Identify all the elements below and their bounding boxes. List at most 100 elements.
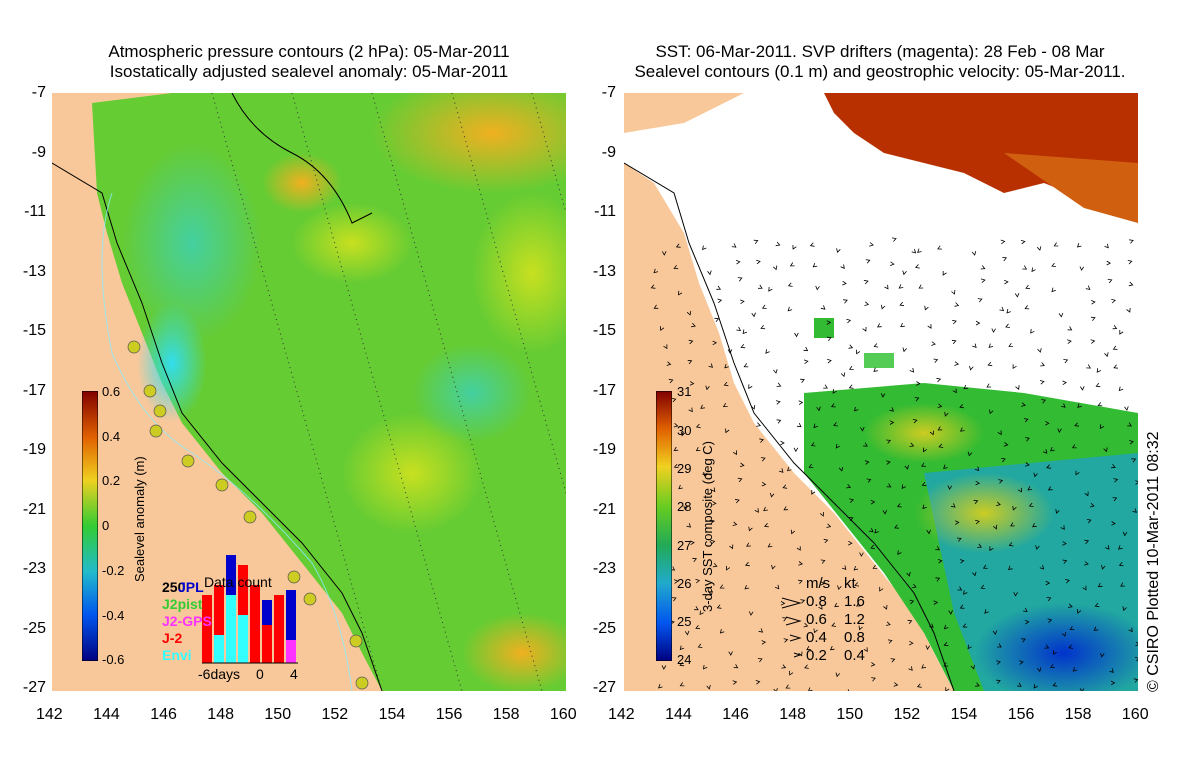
velocity-arrow bbox=[792, 244, 797, 250]
velocity-arrow bbox=[815, 285, 820, 291]
velocity-arrow bbox=[776, 419, 782, 424]
sst-tick-30: 30 bbox=[677, 423, 692, 438]
lon-tick-144: 144 bbox=[665, 706, 692, 723]
velocity-arrow bbox=[773, 688, 778, 691]
velocity-arrow bbox=[975, 519, 980, 525]
velocity-arrow bbox=[772, 265, 778, 271]
velocity-arrow bbox=[996, 660, 1001, 665]
velocity-arrow bbox=[959, 559, 965, 564]
velocity-arrow bbox=[1025, 284, 1031, 289]
lat-tick--9: -9 bbox=[31, 143, 46, 161]
velocity-arrow bbox=[793, 447, 799, 453]
velocity-arrow bbox=[736, 326, 742, 331]
velocity-arrow bbox=[997, 643, 1002, 648]
left-title-line2: Isostatically adjusted sealevel anomaly:… bbox=[109, 62, 509, 81]
velocity-arrow bbox=[1133, 678, 1138, 683]
velocity-arrow bbox=[951, 289, 956, 295]
velocity-arrow bbox=[810, 442, 816, 447]
velocity-arrow bbox=[1020, 239, 1026, 245]
velocity-arrow bbox=[1045, 580, 1051, 586]
velocity-arrow bbox=[1084, 491, 1089, 497]
velocity-arrow bbox=[710, 539, 716, 545]
velocity-arrow bbox=[1104, 243, 1109, 249]
velocity-arrow bbox=[1052, 650, 1058, 655]
velocity-arrow bbox=[929, 623, 934, 628]
velocity-arrow bbox=[683, 505, 688, 511]
velocity-arrow bbox=[975, 320, 981, 326]
warm-sst-patch bbox=[824, 93, 1138, 223]
velocity-arrow bbox=[848, 365, 854, 370]
velocity-arrow bbox=[1086, 364, 1092, 369]
velocity-arrow bbox=[1093, 626, 1099, 631]
lat-tick--17: -17 bbox=[22, 381, 46, 399]
velocity-arrow bbox=[1022, 265, 1028, 270]
velocity-arrow bbox=[686, 523, 692, 528]
velocity-arrow bbox=[1134, 657, 1138, 662]
velocity-arrow bbox=[840, 264, 845, 269]
lat-tick--23: -23 bbox=[22, 560, 46, 577]
velocity-arrow bbox=[782, 617, 787, 622]
velocity-arrow bbox=[673, 579, 679, 584]
velocity-arrow bbox=[1004, 279, 1009, 285]
velocity-arrow bbox=[1025, 462, 1030, 467]
velocity-arrow bbox=[684, 630, 690, 636]
velocity-arrow bbox=[889, 407, 895, 412]
velocity-arrow bbox=[760, 325, 766, 330]
velocity-arrow bbox=[707, 270, 712, 276]
velocity-arrow bbox=[1031, 267, 1036, 273]
velocity-arrow bbox=[989, 409, 994, 415]
velocity-arrow bbox=[1110, 680, 1116, 686]
velocity-arrow bbox=[951, 339, 957, 345]
velocity-arrow bbox=[975, 480, 981, 486]
velocity-arrow bbox=[914, 397, 920, 402]
vel-row-3-ms: 0.2 bbox=[806, 647, 827, 664]
velocity-arrow bbox=[856, 349, 861, 355]
velocity-arrow bbox=[679, 645, 685, 651]
lon-tick-152: 152 bbox=[321, 706, 349, 723]
velocity-arrow bbox=[706, 684, 711, 690]
velocity-arrow bbox=[1014, 292, 1020, 298]
velocity-arrow bbox=[832, 389, 837, 394]
velocity-arrow bbox=[1103, 447, 1108, 453]
velocity-arrow bbox=[937, 403, 943, 408]
velocity-arrow bbox=[900, 322, 905, 328]
velocity-arrow bbox=[872, 564, 878, 569]
velocity-arrow bbox=[842, 280, 847, 286]
velocity-arrow bbox=[673, 265, 679, 270]
velocity-arrow bbox=[1105, 545, 1110, 550]
velocity-arrow bbox=[899, 301, 905, 307]
velocity-arrow bbox=[972, 343, 977, 349]
velocity-arrow bbox=[737, 477, 743, 483]
velocity-arrow bbox=[959, 427, 965, 432]
velocity-arrow bbox=[980, 265, 986, 270]
velocity-arrow bbox=[1085, 285, 1091, 290]
velocity-arrow bbox=[870, 662, 876, 667]
velocity-arrow bbox=[1097, 402, 1103, 407]
velocity-arrow bbox=[680, 431, 686, 437]
velocity-arrow bbox=[975, 682, 980, 687]
lon-tick-156: 156 bbox=[435, 706, 463, 723]
velocity-arrow bbox=[835, 672, 841, 678]
mission-j2pist: J2pist bbox=[162, 596, 203, 612]
vel-row-1-ms: 0.6 bbox=[806, 611, 827, 628]
velocity-arrow bbox=[947, 485, 953, 491]
velocity-arrow bbox=[863, 279, 869, 285]
velocity-arrow bbox=[787, 282, 793, 287]
velocity-arrow bbox=[1069, 625, 1075, 630]
lon-tick-154: 154 bbox=[950, 706, 978, 723]
velocity-arrow bbox=[1117, 545, 1123, 550]
velocity-arrow bbox=[800, 378, 805, 383]
velocity-arrow bbox=[864, 301, 870, 306]
velocity-arrow bbox=[838, 466, 844, 472]
velocity-arrow bbox=[1037, 348, 1042, 353]
lon-tick-142: 142 bbox=[608, 706, 635, 723]
velocity-arrow bbox=[783, 506, 789, 511]
velocity-arrow bbox=[1000, 239, 1006, 245]
velocity-arrow bbox=[695, 578, 701, 584]
sla-tick-0: 0 bbox=[102, 518, 110, 533]
velocity-arrow bbox=[725, 428, 730, 434]
velocity-arrow bbox=[987, 361, 993, 367]
velocity-arrow bbox=[1118, 562, 1124, 567]
velocity-arrow bbox=[753, 239, 759, 245]
velocity-arrow bbox=[687, 359, 693, 365]
